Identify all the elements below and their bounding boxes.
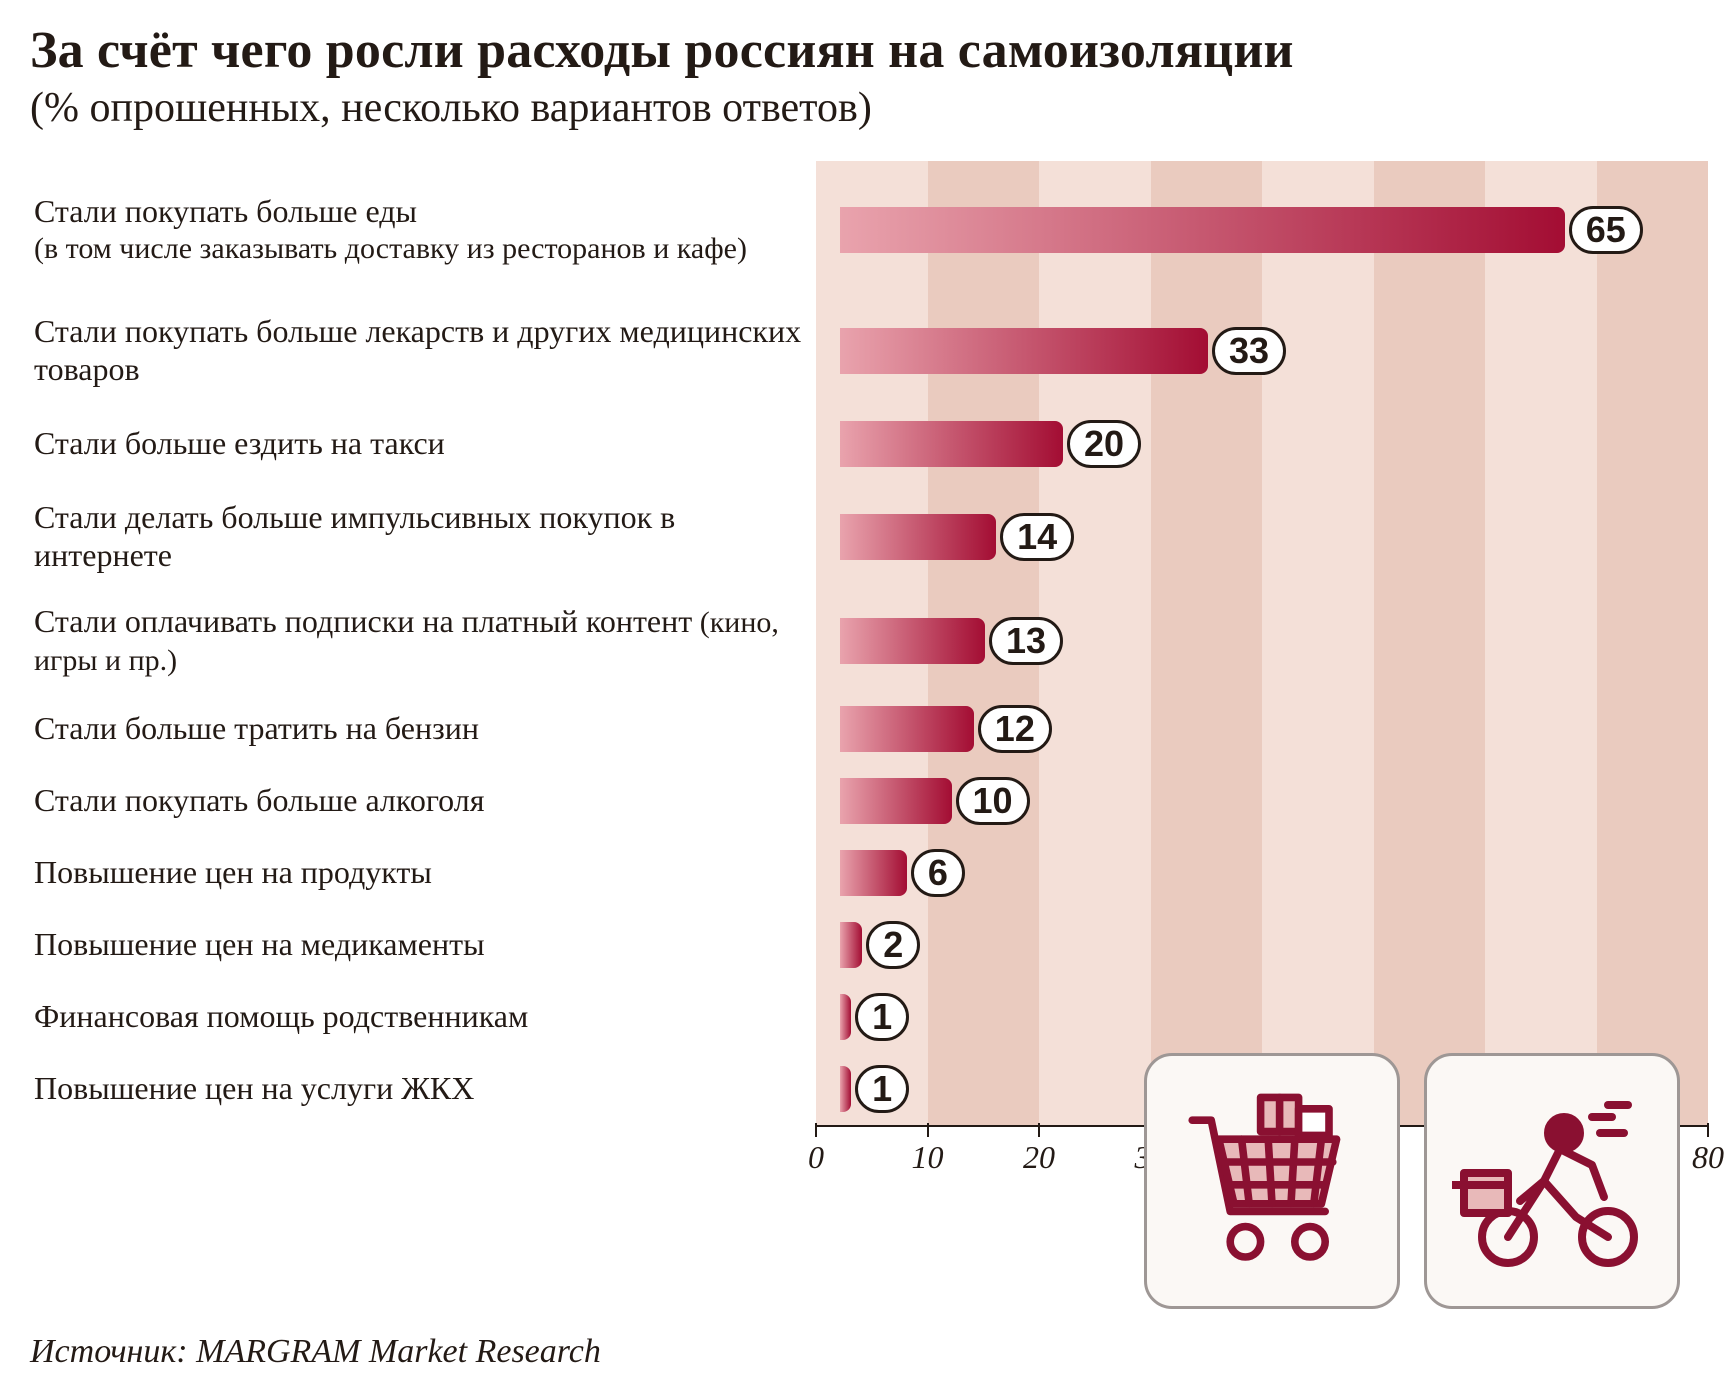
chart-row: Стали покупать больше лекарств и других … [30, 299, 1708, 403]
chart-row: Стали покупать больше алкоголя 10 [30, 765, 1708, 837]
value-badge: 65 [1569, 206, 1643, 254]
value-badge: 13 [989, 617, 1063, 665]
row-plot: 10 [840, 765, 1732, 837]
value-badge: 1 [855, 1065, 909, 1113]
source-note: Источник: MARGRAM Market Research [30, 1333, 601, 1371]
row-label: Повышение цен на услуги ЖКХ [30, 1053, 840, 1125]
value-badge: 2 [866, 921, 920, 969]
row-plot: 6 [840, 837, 1732, 909]
chart-subtitle: (% опрошенных, несколько вариантов ответ… [30, 85, 1708, 131]
chart-row: Стали делать больше импульсивных покупок… [30, 485, 1708, 589]
bar [840, 778, 952, 824]
chart-row: Стали больше тратить на бензин 12 [30, 693, 1708, 765]
bar [840, 994, 851, 1040]
row-label: Финансовая помощь родственникам [30, 981, 840, 1053]
bar [840, 618, 985, 664]
x-tick-label: 0 [808, 1139, 824, 1176]
value-badge: 14 [1000, 513, 1074, 561]
row-plot: 65 [840, 161, 1732, 299]
shopping-cart-icon [1177, 1086, 1367, 1276]
row-plot: 12 [840, 693, 1732, 765]
x-tick-label: 80 [1692, 1139, 1724, 1176]
value-badge: 12 [978, 705, 1052, 753]
chart-row: Стали больше ездить на такси 20 [30, 403, 1708, 485]
bar [840, 706, 974, 752]
row-label: Повышение цен на медикаменты [30, 909, 840, 981]
row-label: Стали покупать больше лекарств и других … [30, 299, 840, 403]
delivery-bike-icon-card [1424, 1053, 1680, 1309]
row-label: Повышение цен на продукты [30, 837, 840, 909]
bar-chart: Стали покупать больше еды(в том числе за… [30, 161, 1708, 1195]
x-tick-label: 20 [1023, 1139, 1055, 1176]
cart-icon-card [1144, 1053, 1400, 1309]
row-label: Стали покупать больше еды(в том числе за… [30, 161, 840, 299]
chart-row: Стали покупать больше еды(в том числе за… [30, 161, 1708, 299]
bar [840, 922, 862, 968]
chart-title: За счёт чего росли расходы россиян на са… [30, 24, 1708, 79]
value-badge: 1 [855, 993, 909, 1041]
row-plot: 13 [840, 589, 1732, 693]
x-tick-label: 10 [912, 1139, 944, 1176]
row-label: Стали делать больше импульсивных покупок… [30, 485, 840, 589]
row-label: Стали покупать больше алкоголя [30, 765, 840, 837]
row-label: Стали оплачивать подписки на платный кон… [30, 589, 840, 693]
row-plot: 20 [840, 403, 1732, 485]
bar [840, 1066, 851, 1112]
bar [840, 421, 1063, 467]
chart-row: Повышение цен на продукты 6 [30, 837, 1708, 909]
bar [840, 514, 996, 560]
value-badge: 33 [1212, 327, 1286, 375]
value-badge: 6 [911, 849, 965, 897]
chart-row: Финансовая помощь родственникам 1 [30, 981, 1708, 1053]
value-badge: 20 [1067, 420, 1141, 468]
row-label: Стали больше тратить на бензин [30, 693, 840, 765]
chart-row: Стали оплачивать подписки на платный кон… [30, 589, 1708, 693]
row-plot: 33 [840, 299, 1732, 403]
row-plot: 14 [840, 485, 1732, 589]
chart-row: Повышение цен на медикаменты 2 [30, 909, 1708, 981]
delivery-bike-icon [1452, 1081, 1652, 1281]
bar [840, 328, 1208, 374]
value-badge: 10 [956, 777, 1030, 825]
row-plot: 2 [840, 909, 1732, 981]
bar [840, 850, 907, 896]
row-plot: 1 [840, 981, 1732, 1053]
row-label: Стали больше ездить на такси [30, 403, 840, 485]
bar [840, 207, 1565, 253]
